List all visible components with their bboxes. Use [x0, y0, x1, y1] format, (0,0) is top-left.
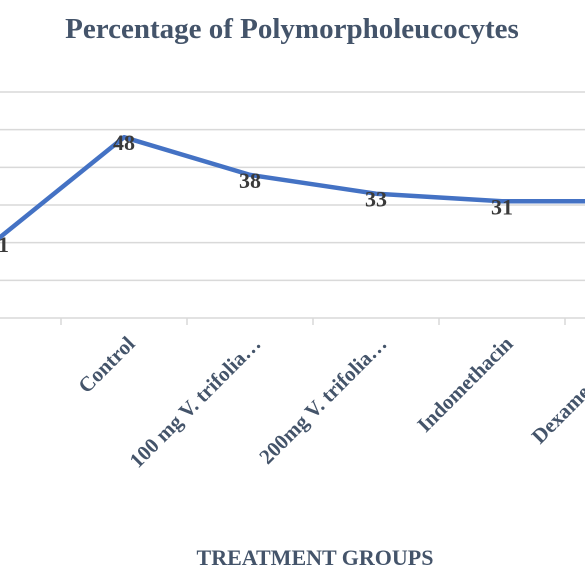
x-tick-label: Indomethacin [412, 331, 517, 436]
x-tick-label: 200mg V. trifolia… [254, 332, 391, 469]
data-label: 48 [113, 130, 135, 155]
data-label: 31 [491, 194, 513, 219]
line [0, 134, 585, 241]
x-tick-label: Dexamethasone [527, 332, 585, 449]
x-tick-label: Control [73, 331, 139, 397]
x-axis-title: TREATMENT GROUPS [197, 545, 434, 570]
data-label: 21 [0, 232, 9, 257]
data-label: 33 [365, 187, 387, 212]
chart-title: Percentage of Polymorpholeucocytes [65, 13, 519, 45]
x-tick-label: 100 mg V. trifolia… [125, 332, 266, 473]
data-label: 38 [239, 168, 261, 193]
